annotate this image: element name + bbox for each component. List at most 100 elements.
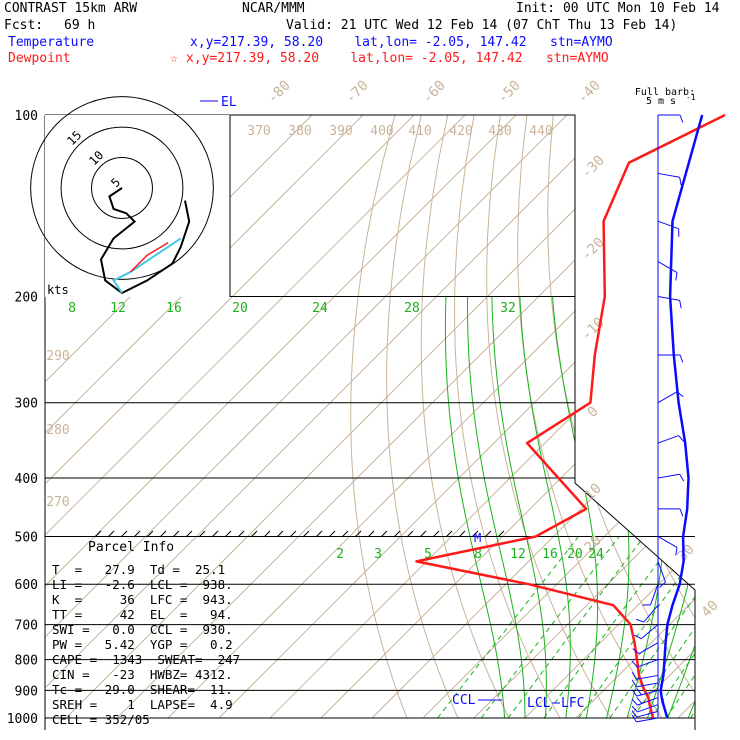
mixing-ratio-label: 16 bbox=[542, 547, 558, 562]
isotherm-label: 10 bbox=[582, 481, 605, 504]
barb-key-title: Full barb: bbox=[635, 87, 695, 98]
parcel-row: SREH = 1 LAPSE= 4.9 bbox=[52, 697, 233, 712]
isotherm-label: -10 bbox=[579, 315, 608, 344]
hatch-mark bbox=[302, 530, 310, 538]
wind-barb-flag bbox=[631, 660, 638, 668]
isotherm-line bbox=[626, 115, 695, 719]
dry-adiabat-line bbox=[632, 115, 695, 719]
isotherm-line bbox=[45, 115, 517, 719]
pressure-tick-label: 200 bbox=[15, 291, 38, 306]
pressure-tick-label: 100 bbox=[15, 109, 38, 124]
hatch-mark bbox=[471, 530, 479, 538]
parcel-row: Tc = 29.0 SHEAR= 11. bbox=[52, 682, 233, 697]
wind-barb bbox=[657, 473, 680, 479]
moist-adiabat-line bbox=[667, 296, 695, 719]
wind-barb bbox=[657, 261, 678, 273]
isotherm-line bbox=[65, 115, 670, 719]
mixing-ratio-line bbox=[437, 536, 579, 719]
isotherm-label: -50 bbox=[495, 78, 524, 107]
isotherm-label: -40 bbox=[575, 78, 604, 107]
isotherm-line bbox=[269, 115, 695, 719]
wind-barb bbox=[636, 682, 659, 688]
dry-adiabat-line bbox=[454, 115, 561, 719]
moist-adiabat-line bbox=[646, 296, 695, 719]
theta-label: 410 bbox=[408, 124, 431, 139]
pressure-tick-label: 600 bbox=[15, 578, 38, 593]
moist-adiabat-line bbox=[709, 297, 740, 719]
isotherm-label: -80 bbox=[265, 78, 294, 107]
wind-barb-flag bbox=[632, 648, 640, 655]
dewpoint-legend-label: Dewpoint bbox=[8, 51, 71, 66]
parcel-row: CELL = 352/05 bbox=[52, 712, 150, 727]
theta-label: 400 bbox=[370, 124, 393, 139]
hodograph-ring bbox=[30, 96, 214, 280]
hatch-mark bbox=[419, 530, 427, 538]
wind-barb-flag bbox=[631, 679, 637, 688]
wind-barb-flag bbox=[679, 473, 685, 482]
isotherm-line bbox=[45, 115, 619, 719]
wind-barb-flag bbox=[631, 705, 638, 713]
hodograph-unit-label: kts bbox=[47, 283, 69, 297]
hatch-mark bbox=[224, 530, 232, 538]
wind-barb bbox=[638, 642, 659, 655]
isotherm-label: 30 bbox=[675, 542, 698, 565]
hatch-mark bbox=[172, 530, 180, 538]
theta-label: 370 bbox=[247, 124, 270, 139]
moist-adiabat-label: 20 bbox=[232, 301, 248, 316]
wind-barb bbox=[657, 296, 680, 301]
valid-time: Valid: 21 UTC Wed 12 Feb 14 (07 ChT Thu … bbox=[286, 18, 678, 33]
hatch-mark bbox=[445, 530, 453, 538]
wind-barb-flag bbox=[636, 688, 642, 696]
wind-barb bbox=[637, 697, 659, 706]
mixing-ratio-label: 24 bbox=[588, 547, 604, 562]
theta-label: 290 bbox=[46, 349, 69, 364]
wind-barb bbox=[657, 536, 678, 548]
mixing-ratio-line bbox=[609, 536, 695, 719]
isotherm-line bbox=[218, 115, 695, 719]
hatch-mark bbox=[198, 530, 206, 538]
dewpoint-location: x,y=217.39, 58.20 lat,lon= -2.05, 147.42… bbox=[186, 51, 609, 66]
hatch-mark bbox=[380, 530, 388, 538]
hatch-mark bbox=[146, 530, 154, 538]
hatch-mark bbox=[328, 530, 336, 538]
temperature-legend-label: Temperature bbox=[8, 35, 95, 50]
moist-adiabat-label: 28 bbox=[404, 301, 420, 316]
dry-adiabat-line bbox=[420, 115, 510, 719]
wind-barb-flag bbox=[678, 435, 685, 442]
wind-barb-flag bbox=[679, 177, 682, 186]
moist-adiabat-label: 16 bbox=[166, 301, 182, 316]
parcel-row: CIN = -23 HWBZ= 4312. bbox=[52, 667, 233, 682]
isotherm-line bbox=[677, 115, 695, 719]
hatch-mark bbox=[458, 530, 466, 538]
temperature-location: x,y=217.39, 58.20 lat,lon= -2.05, 147.42… bbox=[190, 35, 613, 50]
hodograph-trace-red bbox=[129, 241, 169, 273]
dry-adiabat-line bbox=[386, 115, 459, 719]
isotherm-line bbox=[422, 115, 695, 719]
wind-barb bbox=[636, 674, 659, 680]
plot-frame bbox=[45, 114, 696, 730]
forecast-hours: 69 h bbox=[64, 18, 96, 33]
isotherm-line bbox=[45, 115, 415, 719]
isotherm-label: -30 bbox=[579, 153, 608, 182]
moist-adiabat-label: 12 bbox=[110, 301, 126, 316]
mixing-ratio-label: 2 bbox=[336, 547, 344, 562]
wind-barb-flag bbox=[675, 272, 678, 281]
wind-barb-flag bbox=[636, 697, 643, 704]
hatch-mark bbox=[484, 530, 492, 538]
isotherm-line bbox=[45, 115, 364, 719]
pressure-tick-label: 900 bbox=[15, 684, 38, 699]
mixing-ratio-label: 8 bbox=[474, 547, 482, 562]
hatch-mark bbox=[341, 530, 349, 538]
pressure-tick-label: 300 bbox=[15, 397, 38, 412]
parcel-row: CAPE = 1343 SWEAT= 247 bbox=[52, 652, 241, 667]
hatch-mark bbox=[354, 530, 362, 538]
theta-label: 430 bbox=[488, 124, 511, 139]
isotherm-label: -70 bbox=[343, 78, 372, 107]
parcel-row: K = 36 LFC = 943. bbox=[52, 592, 233, 607]
moist-adiabat-label: 8 bbox=[68, 301, 76, 316]
hatch-mark bbox=[237, 530, 245, 538]
m-marker-label: M bbox=[474, 531, 481, 545]
moist-adiabat-line bbox=[626, 296, 666, 719]
hodograph-ring bbox=[91, 157, 153, 219]
dry-adiabat-line bbox=[658, 115, 695, 719]
